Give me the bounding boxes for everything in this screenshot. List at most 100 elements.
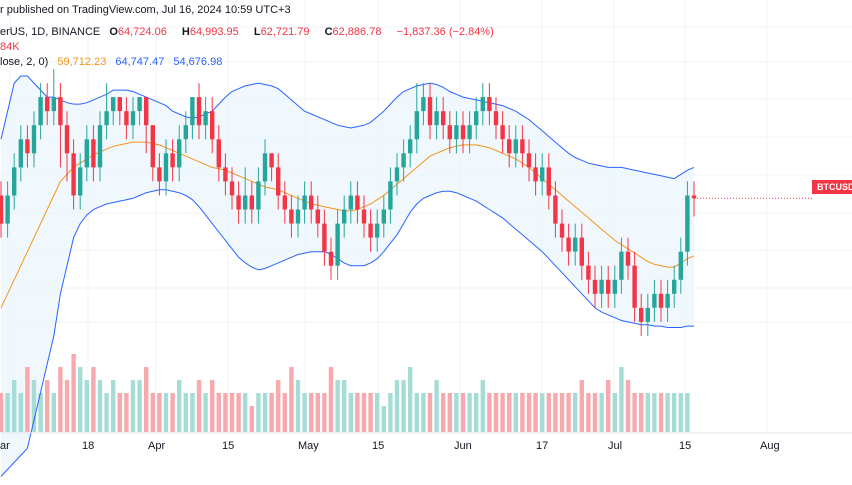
volume-bar bbox=[12, 380, 17, 432]
candle-body bbox=[408, 139, 413, 154]
candle-body bbox=[401, 153, 406, 168]
volume-bar bbox=[210, 380, 215, 432]
publish-text: r published on TradingView.com, Jul 16, … bbox=[0, 4, 291, 16]
volume-bar bbox=[18, 393, 23, 432]
volume-bar bbox=[144, 367, 149, 432]
volume-bar bbox=[31, 380, 37, 432]
candle-body bbox=[276, 167, 281, 196]
candle-body bbox=[394, 167, 400, 182]
time-axis-label: 15 bbox=[372, 440, 384, 452]
candle-body bbox=[243, 195, 248, 210]
volume-bar bbox=[71, 354, 76, 432]
volume-bar bbox=[64, 380, 70, 432]
candle-body bbox=[229, 181, 235, 196]
volume-bar bbox=[441, 393, 446, 432]
volume-bar bbox=[573, 393, 578, 432]
price-tag: BTCUSD bbox=[812, 180, 852, 194]
volume-bar bbox=[658, 393, 664, 432]
volume-bar bbox=[665, 393, 670, 432]
volume-bar bbox=[130, 380, 136, 432]
candle-body bbox=[639, 307, 644, 322]
volume-bar bbox=[25, 367, 30, 432]
volume-bar bbox=[500, 393, 505, 432]
volume-bar bbox=[361, 393, 367, 432]
candle-body bbox=[507, 139, 512, 154]
candle-body bbox=[269, 153, 274, 168]
candle-body bbox=[520, 139, 525, 154]
candle-body bbox=[144, 97, 149, 126]
candle-body bbox=[612, 279, 617, 294]
candle-body bbox=[579, 237, 584, 266]
volume-bar bbox=[579, 380, 584, 432]
candle-body bbox=[111, 97, 116, 112]
candle-body bbox=[210, 111, 215, 140]
bollinger-upper-value: 64,747.47 bbox=[115, 56, 165, 68]
volume-bar bbox=[328, 367, 334, 432]
volume-bar bbox=[546, 393, 551, 432]
bollinger-label: lose, 2, 0) bbox=[0, 56, 49, 68]
candle-body bbox=[665, 293, 670, 308]
volume-legend: 84K bbox=[0, 41, 26, 53]
time-axis-labels: ar 18 Apr 15 May 15 Jun 17 Jul 15 Aug bbox=[0, 440, 780, 452]
volume-bar bbox=[520, 393, 525, 432]
candle-body bbox=[335, 223, 340, 266]
publish-note: r published on TradingView.com, Jul 16, … bbox=[0, 4, 297, 16]
candle-body bbox=[117, 97, 122, 112]
volume-bar bbox=[454, 393, 459, 432]
candle-body bbox=[375, 223, 380, 238]
volume-bar bbox=[58, 367, 63, 432]
candle-body bbox=[177, 139, 182, 168]
candle-body bbox=[12, 167, 17, 196]
volume-bar bbox=[5, 393, 10, 432]
volume-bar bbox=[236, 393, 241, 432]
volume-bar bbox=[243, 393, 248, 432]
volume-bar bbox=[150, 393, 155, 432]
volume-bar bbox=[335, 380, 340, 432]
candle-body bbox=[157, 167, 162, 182]
candle-body bbox=[71, 153, 76, 196]
bollinger-basis-value: 59,712.23 bbox=[57, 56, 107, 68]
candle-body bbox=[467, 125, 472, 140]
volume-bar bbox=[421, 393, 426, 432]
volume-bar bbox=[157, 393, 162, 432]
candle-body bbox=[672, 279, 677, 294]
candle-body bbox=[78, 167, 83, 196]
candle-body bbox=[592, 279, 598, 294]
candle-body bbox=[262, 153, 268, 182]
candle-body bbox=[150, 125, 155, 168]
volume-bar bbox=[104, 393, 109, 432]
volume-bar bbox=[375, 393, 380, 432]
volume-bar bbox=[289, 367, 294, 432]
candle-body bbox=[289, 209, 294, 224]
volume-bar bbox=[632, 393, 637, 432]
candle-body bbox=[606, 279, 611, 294]
volume-bar bbox=[645, 393, 650, 432]
candle-body bbox=[295, 209, 301, 224]
volume-bar bbox=[447, 393, 452, 432]
candle-body bbox=[196, 97, 202, 126]
candle-body bbox=[348, 195, 353, 210]
volume-bar bbox=[625, 380, 631, 432]
time-axis-label: 15 bbox=[679, 440, 691, 452]
candle-body bbox=[526, 153, 532, 168]
candle-body bbox=[170, 153, 175, 168]
candle-body bbox=[256, 181, 261, 210]
volume-bar bbox=[408, 367, 413, 432]
candle-body bbox=[487, 97, 492, 112]
candle-body bbox=[64, 125, 70, 154]
candle-body bbox=[322, 223, 327, 252]
volume-bar bbox=[295, 380, 301, 432]
candle-body bbox=[480, 97, 485, 112]
candle-body bbox=[474, 111, 479, 126]
candle-body bbox=[236, 195, 241, 210]
volume-bar bbox=[612, 393, 617, 432]
ohlc-low: L62,721.79 bbox=[253, 26, 310, 38]
volume-bar bbox=[606, 380, 611, 432]
volume-bar bbox=[467, 393, 472, 432]
candlesticks bbox=[0, 69, 697, 336]
volume-bar bbox=[513, 393, 518, 432]
time-axis-label: Jun bbox=[454, 440, 472, 452]
volume-bar bbox=[163, 393, 169, 432]
